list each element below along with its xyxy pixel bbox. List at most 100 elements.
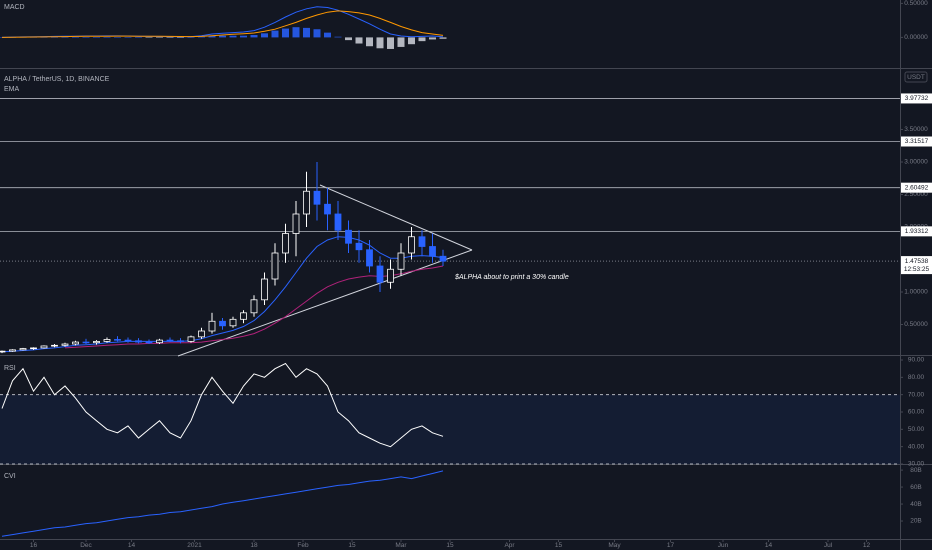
x-tick-label: 15 [555,542,563,549]
histogram-bar [313,29,321,38]
candle-body [397,252,405,270]
y-tick-label: 80.00 [908,374,925,381]
level-label-box [901,182,932,193]
histogram-bar [408,37,416,45]
macd-line [1,10,444,38]
candle-body [124,339,132,342]
candle-body [145,341,153,344]
x-tick-label: Jul [824,542,833,549]
candle-body [187,336,195,342]
histogram-bar [208,35,216,38]
unit-label: USDT [907,74,925,81]
indicator-line [1,470,444,537]
x-tick-label: Feb [297,542,309,549]
candle-body [156,339,163,344]
candle-body [19,348,27,351]
x-tick-label: 12 [863,542,871,549]
y-tick-label: 0.00000 [904,34,928,41]
candle-body [376,265,384,283]
histogram-bar [345,37,353,41]
last-price-box [901,256,932,275]
y-tick-label: 30.00 [908,461,925,468]
level-label: 1.93312 [905,228,929,235]
candle-body [271,252,279,280]
histogram-bar [229,35,237,38]
x-tick-label: 15 [446,542,454,549]
candle-body [355,242,363,251]
candle-body [229,318,237,327]
candle-body [208,320,216,332]
symbol-title: ALPHA / TetherUS, 1D, BINANCE [4,76,110,83]
candle-body [82,341,90,344]
histogram-bar [271,30,279,38]
candle-body [40,345,48,349]
y-tick-label: 0.50000 [904,321,928,328]
candle-body [198,330,205,338]
x-tick-label: 15 [348,542,356,549]
candle-body [114,339,121,341]
histogram-bar [219,35,227,38]
candle-body [324,203,331,215]
indicator-title: EMA [4,86,20,93]
candle-body [334,213,342,231]
unit-box [904,71,928,83]
histogram-bar [240,35,248,38]
annotation: $ALPHA about to print a 30% candle [454,274,569,281]
histogram-bar [397,37,405,47]
histogram-bar [187,37,195,38]
histogram-bar [250,35,258,38]
candle-body [166,339,174,342]
histogram-bar [176,37,184,38]
candle-body [303,190,310,215]
histogram-bar [366,37,374,47]
x-tick-label: Mar [395,542,407,549]
rsi-band [0,394,900,464]
y-tick-label: 20B [910,518,922,525]
trend-line [177,249,473,357]
histogram-bar [197,36,205,38]
candle-body [103,339,111,342]
y-tick-label: 0.50000 [904,0,928,7]
y-tick-label: 60.00 [908,409,925,416]
histogram-bar [124,37,132,38]
histogram-bar [113,37,121,38]
histogram-bar [355,37,363,44]
histogram-bar [376,37,384,49]
histogram-bar [103,37,111,38]
candle-body [366,249,373,267]
candle-body [219,320,226,327]
candle-body [93,341,100,344]
histogram-bar [82,37,90,38]
histogram-bar [334,36,342,38]
trend-line [319,184,473,251]
panel-title: MACD [4,4,25,11]
y-tick-label: 60B [910,484,922,491]
candle-body [292,213,300,234]
y-tick-label: 3.50000 [904,126,928,133]
histogram-bar [439,37,447,39]
y-tick-label: 50.00 [908,426,925,433]
histogram-bar [292,27,300,38]
histogram-bar [324,32,332,38]
level-label: 3.97732 [905,95,929,102]
histogram-bar [261,33,269,38]
x-tick-label: 14 [765,542,773,549]
candle-body [429,246,436,257]
candle-body [313,190,321,205]
histogram-bar [166,37,174,38]
candle-body [345,229,352,244]
candle-body [61,343,69,346]
candle-body [30,347,37,350]
x-tick-label: Dec [80,542,92,549]
candle-body [9,349,16,352]
level-label-box [901,93,932,104]
panel-title: RSI [4,365,16,372]
panel-title: CVI [4,473,16,480]
indicator-line [1,362,444,448]
x-tick-label: 18 [250,542,258,549]
histogram-bar [145,37,153,38]
x-tick-label: 16 [30,542,38,549]
histogram-bar [92,37,100,38]
histogram-bar [418,37,426,42]
